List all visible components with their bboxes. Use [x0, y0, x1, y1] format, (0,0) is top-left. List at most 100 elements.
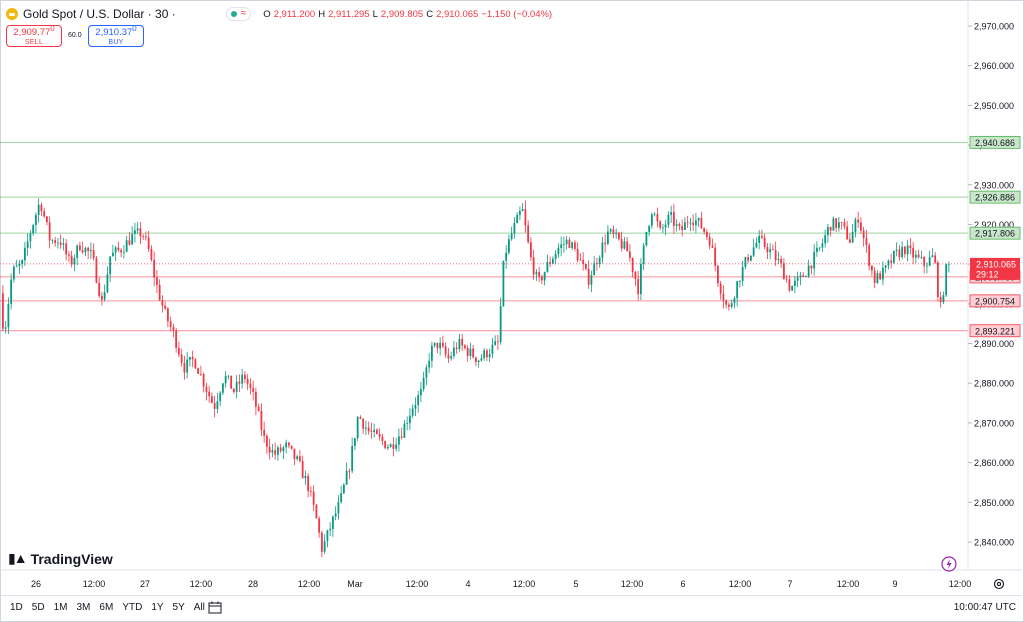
- range-3m[interactable]: 3M: [76, 602, 91, 613]
- candle-body: [796, 277, 799, 281]
- candle-body: [439, 342, 442, 349]
- candle-body: [112, 252, 114, 257]
- range-1m[interactable]: 1M: [53, 602, 68, 613]
- ohlc-low-key: L: [372, 8, 378, 20]
- candle-body: [433, 342, 436, 346]
- candle-body: [552, 258, 554, 264]
- candle-body: [425, 367, 428, 378]
- candle-body: [180, 354, 183, 363]
- candle-body: [95, 258, 98, 283]
- candle-body: [224, 375, 227, 384]
- candle-body: [186, 359, 189, 373]
- symbol-title[interactable]: Gold Spot / U.S. Dollar · 30 ·: [23, 7, 176, 21]
- tradingview-logo[interactable]: ▮▲ TradingView: [8, 550, 113, 567]
- x-tick-label: 12:00: [729, 579, 752, 589]
- date-range-calendar-icon[interactable]: [208, 601, 222, 614]
- candle-body: [739, 281, 741, 282]
- price-line-label: 2,926.886: [975, 193, 1015, 203]
- range-all[interactable]: All: [193, 602, 205, 613]
- candle-body: [109, 256, 112, 275]
- range-5d[interactable]: 5D: [31, 602, 45, 613]
- candle-body: [700, 217, 703, 229]
- gear-icon[interactable]: [993, 578, 1005, 590]
- candle-body: [169, 321, 172, 327]
- candle-body: [480, 358, 483, 361]
- candle-body: [711, 245, 714, 248]
- candle-body: [549, 262, 552, 264]
- candle-body: [150, 248, 153, 260]
- ohlc-open-value: 2,911.200: [273, 8, 316, 20]
- candle-body: [884, 265, 887, 268]
- candle-body: [156, 277, 158, 285]
- flash-icon[interactable]: [941, 556, 957, 572]
- buy-button[interactable]: 2,910.370 BUY: [88, 24, 144, 47]
- candle-body: [876, 273, 879, 283]
- candle-body: [35, 215, 37, 226]
- candle-body: [340, 493, 343, 502]
- candle-body: [139, 228, 142, 237]
- candle-body: [706, 231, 708, 237]
- candle-body: [175, 330, 178, 348]
- candle-body: [576, 248, 579, 260]
- candle-body: [268, 446, 271, 453]
- range-ytd[interactable]: YTD: [122, 602, 143, 613]
- candle-body: [541, 276, 543, 281]
- candle-body: [741, 266, 744, 282]
- candle-body: [675, 224, 678, 226]
- price-chart[interactable]: 2,840.000 2,850.000 2,860.000 2,870.000 2,88…: [0, 0, 1022, 594]
- candle-body: [882, 267, 884, 280]
- candle-body: [554, 253, 557, 259]
- candle-body: [832, 218, 835, 231]
- candle-body: [365, 427, 367, 429]
- candle-body: [307, 475, 310, 492]
- spread-value: 60.0: [68, 32, 82, 39]
- candle-body: [409, 415, 411, 424]
- candle-body: [818, 247, 821, 249]
- candle-body: [222, 383, 224, 393]
- candle-body: [799, 275, 802, 278]
- candle-body: [76, 245, 79, 258]
- candle-body: [29, 233, 32, 242]
- range-1y[interactable]: 1Y: [151, 602, 164, 613]
- candle-body: [398, 436, 400, 445]
- candle-body: [901, 246, 904, 257]
- candle-body: [10, 279, 13, 305]
- candle-body: [288, 442, 290, 446]
- candle-body: [241, 374, 244, 384]
- candle-body: [447, 354, 450, 359]
- candle-body: [123, 251, 125, 253]
- candle-body: [2, 293, 4, 329]
- range-6m[interactable]: 6M: [99, 602, 114, 613]
- price-line-label: 2,900.754: [975, 296, 1015, 306]
- candle-body: [744, 257, 747, 267]
- sell-label: SELL: [24, 39, 44, 47]
- x-tick-label: Mar: [347, 579, 363, 589]
- range-1d[interactable]: 1D: [10, 602, 23, 613]
- candle-body: [615, 232, 618, 235]
- candle-body: [46, 216, 48, 223]
- candle-body: [90, 250, 92, 252]
- candle-body: [948, 263, 950, 265]
- candle-body: [780, 258, 783, 264]
- candle-body: [590, 275, 593, 285]
- candle-body: [516, 214, 519, 224]
- market-status-pill[interactable]: ≈: [225, 7, 252, 21]
- y-tick-label: 2,890.000: [974, 339, 1014, 349]
- candle-body: [332, 516, 334, 529]
- candle-body: [678, 224, 681, 227]
- range-5y[interactable]: 5Y: [172, 602, 185, 613]
- candle-body: [857, 219, 860, 223]
- candle-body: [312, 491, 315, 505]
- candle-body: [904, 246, 906, 255]
- candle-body: [637, 278, 640, 295]
- candle-body: [323, 541, 326, 552]
- sell-button[interactable]: 2,909.770 SELL: [6, 24, 62, 47]
- x-tick-label: 12:00: [513, 579, 536, 589]
- candle-body: [915, 254, 917, 258]
- candle-body: [810, 265, 813, 269]
- ohlc-close-value: 2,910.065: [436, 8, 479, 20]
- candle-body: [898, 249, 901, 257]
- candle-body: [475, 357, 477, 363]
- candle-body: [568, 239, 571, 249]
- utc-clock[interactable]: 10:00:47 UTC: [953, 602, 1016, 613]
